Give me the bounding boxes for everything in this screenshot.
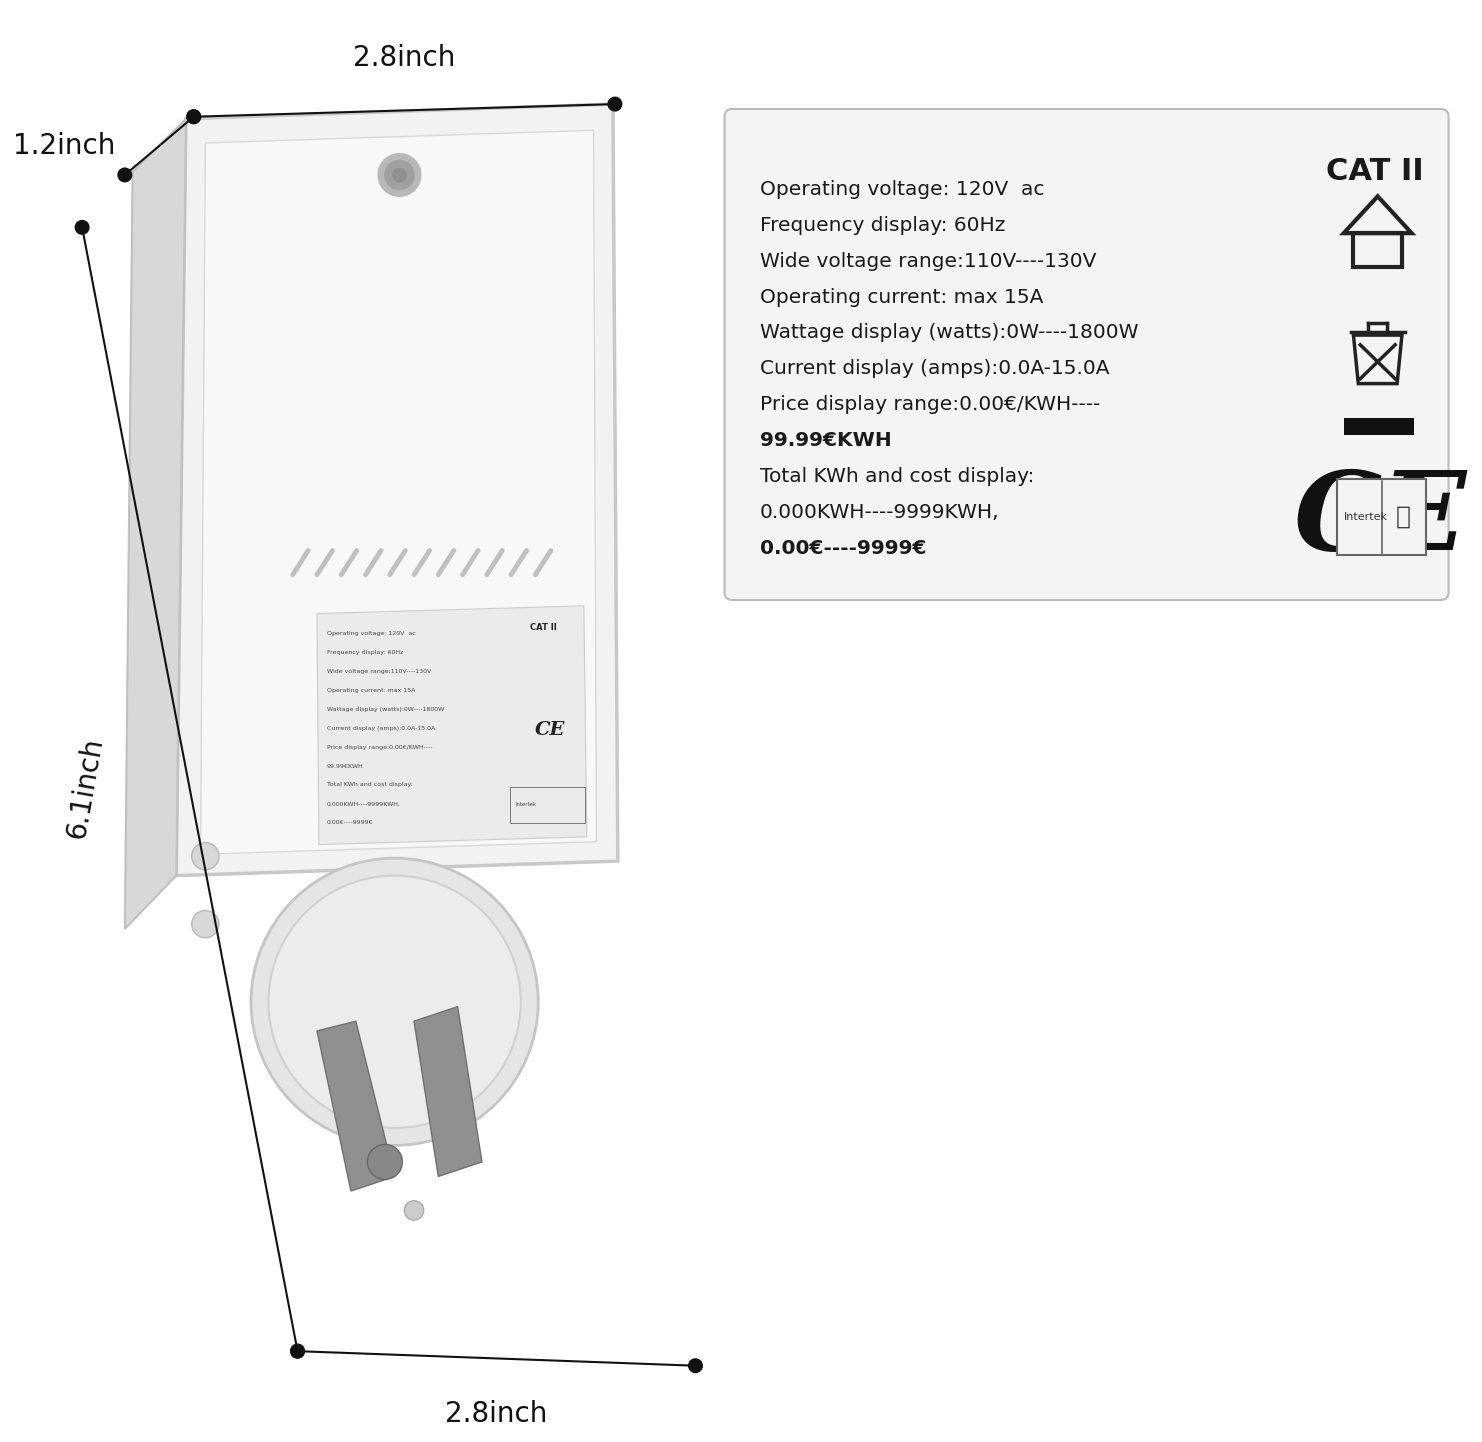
Text: Wide voltage range:110V----130V: Wide voltage range:110V----130V: [326, 669, 431, 673]
Text: Frequency display: 60Hz: Frequency display: 60Hz: [759, 216, 1005, 235]
Text: Wide voltage range:110V----130V: Wide voltage range:110V----130V: [759, 251, 1095, 271]
Text: Operating voltage: 120V  ac: Operating voltage: 120V ac: [759, 180, 1043, 199]
Text: Total KWh and cost display:: Total KWh and cost display:: [326, 783, 412, 787]
Circle shape: [191, 842, 219, 870]
Text: Operating voltage: 120V  ac: Operating voltage: 120V ac: [326, 632, 415, 636]
Text: CAT II: CAT II: [531, 623, 557, 632]
Circle shape: [385, 160, 413, 189]
Text: Wattage display (watts):0W----1800W: Wattage display (watts):0W----1800W: [759, 323, 1138, 342]
Text: Intertek: Intertek: [516, 802, 536, 808]
Text: Operating current: max 15A: Operating current: max 15A: [759, 287, 1043, 307]
Bar: [1344, 418, 1414, 435]
Circle shape: [689, 1358, 702, 1373]
Text: Total KWh and cost display:: Total KWh and cost display:: [759, 467, 1034, 486]
Circle shape: [187, 110, 200, 124]
Polygon shape: [317, 1021, 394, 1191]
Text: 0.000KWH----9999KWH,: 0.000KWH----9999KWH,: [326, 802, 400, 806]
Circle shape: [268, 875, 520, 1128]
Text: Current display (amps):0.0A-15.0A: Current display (amps):0.0A-15.0A: [326, 725, 434, 731]
Text: 6.1inch: 6.1inch: [62, 735, 108, 841]
Text: Wattage display (watts):0W----1800W: Wattage display (watts):0W----1800W: [326, 707, 445, 712]
Text: CAT II: CAT II: [1325, 157, 1423, 186]
Circle shape: [76, 221, 89, 234]
Text: Intertek: Intertek: [1344, 512, 1387, 522]
Circle shape: [608, 97, 621, 111]
Bar: [1353, 234, 1402, 267]
Text: 99.99€KWH: 99.99€KWH: [326, 764, 363, 769]
Circle shape: [393, 169, 406, 182]
Circle shape: [250, 858, 538, 1145]
Text: 0.00€----9999€: 0.00€----9999€: [759, 539, 926, 558]
Polygon shape: [176, 104, 618, 875]
Text: CE: CE: [1292, 466, 1466, 574]
Polygon shape: [317, 606, 587, 845]
Circle shape: [368, 1145, 403, 1180]
Circle shape: [290, 1344, 304, 1358]
Text: CE: CE: [535, 721, 565, 740]
Circle shape: [290, 1344, 304, 1358]
Polygon shape: [200, 130, 596, 854]
Text: 99.99€KWH: 99.99€KWH: [759, 431, 891, 450]
Text: Price display range:0.00€/KWH----: Price display range:0.00€/KWH----: [759, 395, 1100, 414]
Text: 2.8inch: 2.8inch: [445, 1400, 548, 1428]
FancyBboxPatch shape: [725, 110, 1448, 600]
Text: Current display (amps):0.0A-15.0A: Current display (amps):0.0A-15.0A: [759, 359, 1109, 378]
Text: Frequency display: 60Hz: Frequency display: 60Hz: [326, 650, 403, 655]
Polygon shape: [413, 1007, 482, 1177]
Text: 0.000KWH----9999KWH,: 0.000KWH----9999KWH,: [759, 503, 999, 522]
FancyBboxPatch shape: [510, 787, 585, 823]
Circle shape: [191, 910, 219, 937]
Text: 2.8inch: 2.8inch: [353, 45, 455, 72]
Circle shape: [405, 1201, 424, 1220]
Text: ⛮: ⛮: [1396, 505, 1411, 529]
FancyBboxPatch shape: [1337, 479, 1426, 555]
Text: Operating current: max 15A: Operating current: max 15A: [326, 688, 415, 692]
Circle shape: [119, 169, 132, 182]
Text: 0.00€----9999€: 0.00€----9999€: [326, 820, 373, 825]
Polygon shape: [124, 118, 185, 929]
Text: 1.2inch: 1.2inch: [13, 131, 116, 160]
Circle shape: [378, 154, 421, 196]
Text: Price display range:0.00€/KWH----: Price display range:0.00€/KWH----: [326, 744, 433, 750]
Circle shape: [187, 110, 200, 124]
